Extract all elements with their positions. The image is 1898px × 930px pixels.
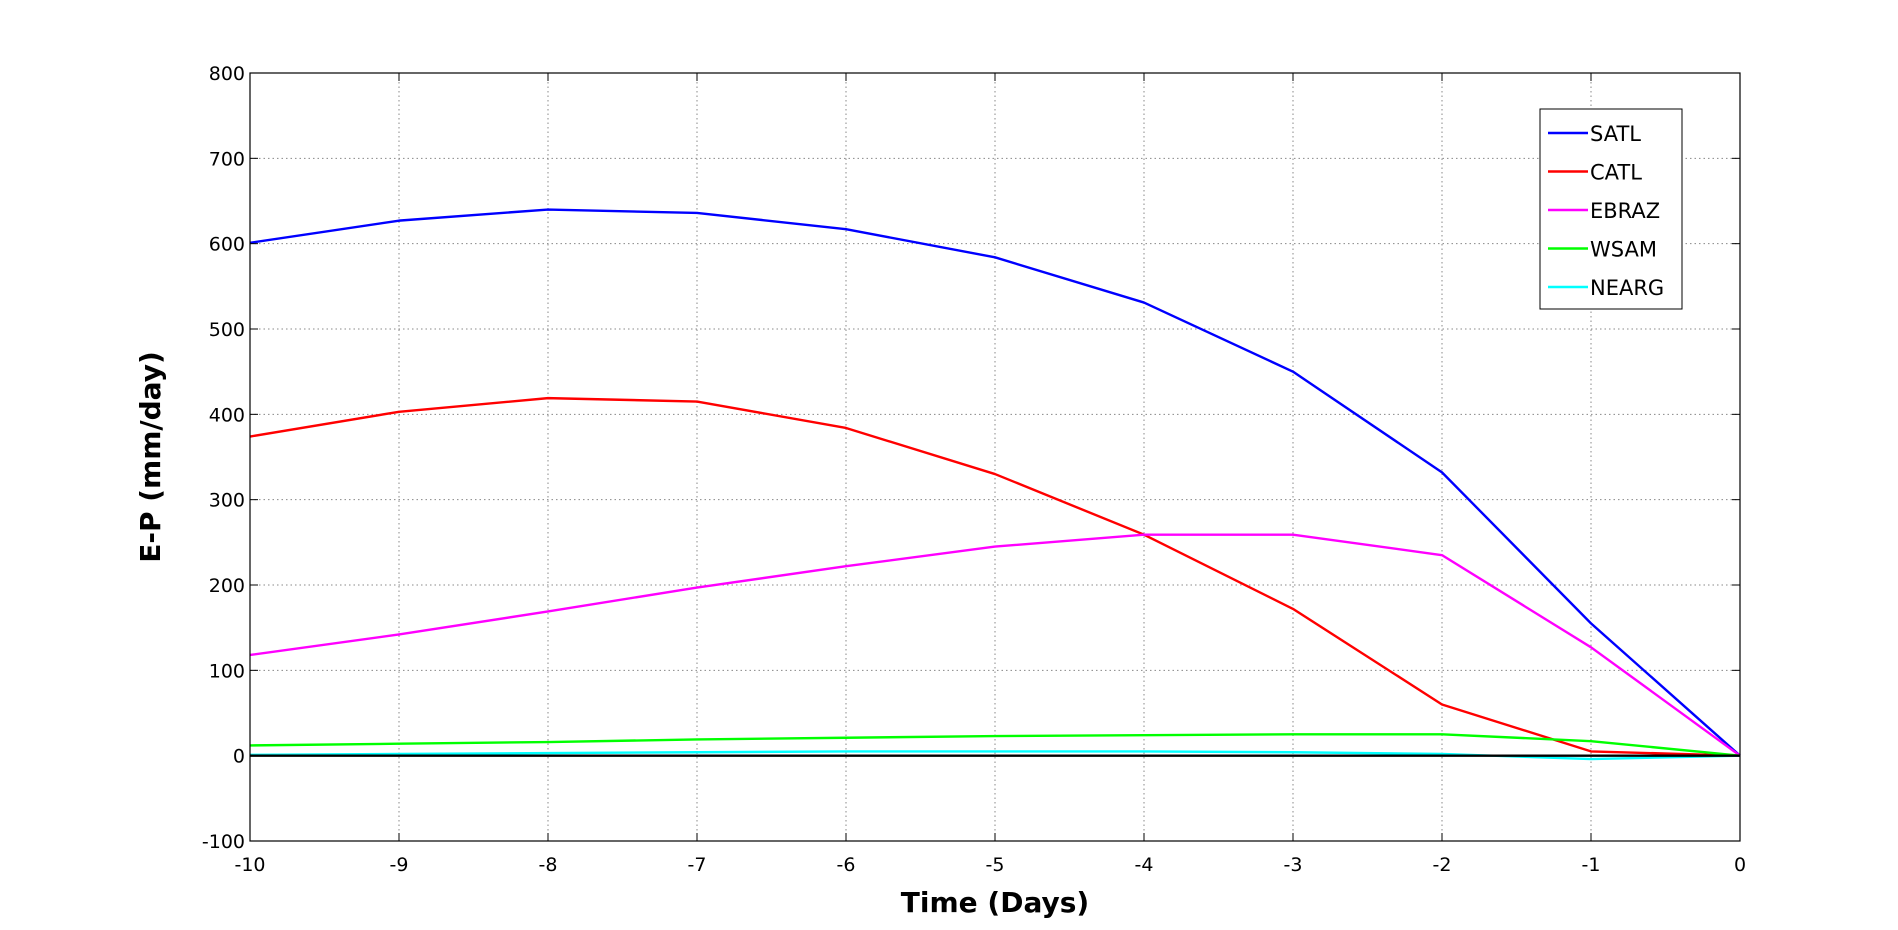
x-tick-label: -7 <box>688 854 707 876</box>
x-tick-label: -9 <box>390 854 409 876</box>
legend-label-catl: CATL <box>1590 161 1642 185</box>
series-line-wsam <box>249 733 1741 757</box>
x-tick-label: -5 <box>986 854 1005 876</box>
x-tick-label: 0 <box>1734 854 1746 876</box>
x-tick-label: -10 <box>234 854 265 876</box>
y-tick-label: 600 <box>209 234 245 256</box>
x-tick-label: -1 <box>1582 854 1601 876</box>
y-tick-label: 500 <box>209 319 245 341</box>
axis-ticks <box>249 72 1741 842</box>
legend-label-ebraz: EBRAZ <box>1590 199 1660 223</box>
legend: SATL CATL EBRAZ WSAM NEARG <box>1539 108 1683 310</box>
series-line-ebraz <box>249 533 1741 757</box>
series-line-catl <box>249 396 1741 757</box>
y-axis-title: E-P (mm/day) <box>134 351 167 563</box>
legend-label-wsam: WSAM <box>1590 238 1657 262</box>
y-tick-label: 400 <box>209 404 245 426</box>
y-tick-label: 700 <box>209 148 245 170</box>
x-tick-label: -6 <box>837 854 856 876</box>
y-tick-label: 0 <box>233 746 245 768</box>
x-tick-label: -3 <box>1284 854 1303 876</box>
x-axis-title: Time (Days) <box>901 886 1089 919</box>
y-tick-label: 800 <box>209 63 245 85</box>
x-tick-label: -4 <box>1135 854 1154 876</box>
y-tick-label: 300 <box>209 490 245 512</box>
x-tick-label: -2 <box>1433 854 1452 876</box>
y-tick-label: -100 <box>202 831 245 853</box>
y-tick-label: 200 <box>209 575 245 597</box>
legend-label-satl: SATL <box>1590 122 1641 146</box>
series-line-satl <box>249 208 1741 757</box>
tick-labels: -10 -9 -8 -7 -6 -5 -4 -3 -2 -1 0-10001002003004005… <box>202 63 1746 876</box>
y-tick-label: 100 <box>209 660 245 682</box>
x-tick-label: -8 <box>539 854 558 876</box>
legend-label-nearg: NEARG <box>1590 276 1664 300</box>
